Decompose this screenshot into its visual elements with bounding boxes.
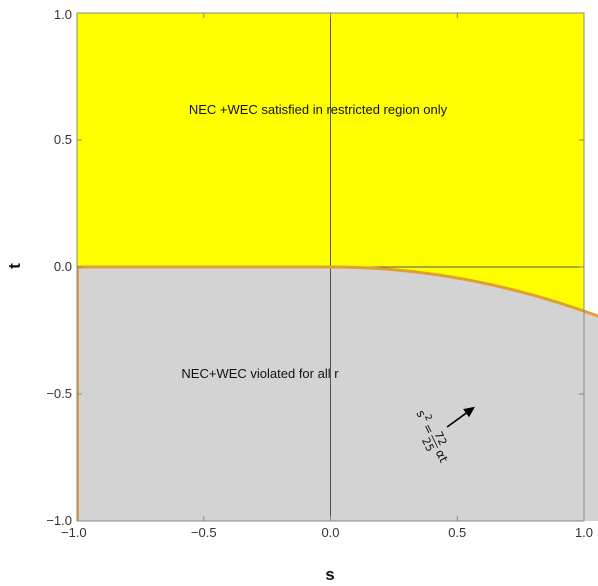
annotation-arrow-shaft bbox=[446, 412, 467, 428]
region-label-violated: NEC+WEC violated for all r bbox=[181, 366, 339, 381]
equation-fraction-bar bbox=[431, 434, 439, 448]
y-tick-label: 0.5 bbox=[54, 132, 72, 147]
y-tick-label: 0.0 bbox=[54, 259, 72, 274]
annotation-arrow-head bbox=[463, 406, 475, 418]
equation-numerator: 72 bbox=[432, 429, 450, 447]
x-tick-label: 1.0 bbox=[575, 525, 593, 540]
equation-denominator: 25 bbox=[419, 436, 437, 454]
x-axis-label: s bbox=[325, 565, 334, 584]
equation-exponent: 2 bbox=[422, 413, 434, 423]
y-axis-label: t bbox=[5, 263, 24, 269]
y-tick-label: 1.0 bbox=[54, 7, 72, 22]
boundary-curve bbox=[330, 265, 598, 318]
region-violated bbox=[77, 267, 598, 521]
y-tick-label: −1.0 bbox=[46, 513, 72, 528]
x-tick-label: −0.5 bbox=[191, 525, 217, 540]
x-tick-label: 0.0 bbox=[321, 525, 339, 540]
x-tick-label: 0.5 bbox=[448, 525, 466, 540]
equation-suffix: αt bbox=[433, 447, 451, 465]
equation-lhs: s bbox=[413, 408, 428, 420]
region-label-satisfied: NEC +WEC satisfied in restricted region … bbox=[189, 102, 448, 117]
x-tick-label: −1.0 bbox=[61, 525, 87, 540]
y-tick-label: −0.5 bbox=[46, 386, 72, 401]
